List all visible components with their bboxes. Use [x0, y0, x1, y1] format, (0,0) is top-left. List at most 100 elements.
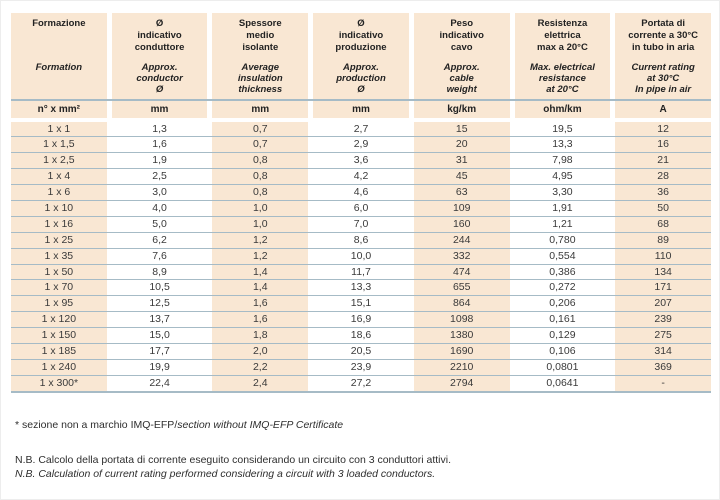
table-cell: 3,0 [111, 185, 208, 200]
table-cell: 655 [413, 280, 510, 296]
table-cell: 13,3 [313, 280, 409, 296]
footnote-asterisk-it: * sezione non a marchio IMQ-EFP/ [15, 419, 178, 431]
table-cell: 1 x 95 [11, 296, 107, 312]
table-cell: 45 [413, 169, 510, 185]
table-cell: 4,6 [313, 185, 409, 200]
header-label-it-line: indicativo [338, 30, 384, 41]
header-label-en-line: Current rating [631, 62, 695, 73]
table-cell: 1,2 [212, 248, 309, 264]
table-cell: 19,5 [514, 121, 611, 137]
table-cell: 16 [615, 137, 711, 153]
header-cell: Resistenza elettrica max a 20°C Max. electr… [514, 13, 611, 99]
table-cell: 2,5 [111, 169, 208, 185]
table-cell: 1 x 50 [11, 264, 107, 280]
table-row: 1 x 1,5 1,6 0,7 2,9 20 13,3 16 [11, 137, 711, 154]
table-cell: 1,3 [111, 121, 208, 137]
table-cell: 3,6 [313, 153, 409, 169]
table-cell: 15,0 [111, 328, 208, 343]
header-cell: Formazione Formation [11, 13, 107, 99]
table-cell: 2,4 [212, 375, 309, 391]
table-row: 1 x 50 8,9 1,4 11,7 474 0,386 134 [11, 264, 711, 281]
table-cell: 1,4 [212, 264, 309, 280]
header-label-it-line: elettrica [544, 30, 581, 41]
header-label-en: Average insulation thickness [212, 62, 308, 95]
table-cell: 89 [615, 232, 711, 248]
unit-cell: n° x mm² [11, 100, 107, 118]
footnote-nb: N.B. Calcolo della portata di corrente e… [15, 453, 451, 481]
table-cell: 1,8 [212, 328, 309, 343]
header-cell: Peso indicativo cavo Approx. cable weight [413, 13, 510, 99]
table-cell: 36 [615, 185, 711, 200]
unit-cell: ohm/km [514, 100, 611, 118]
header-label-it: Resistenza elettrica max a 20°C [515, 18, 611, 55]
table-row: 1 x 1 1,3 0,7 2,7 15 19,5 12 [11, 121, 711, 138]
table-cell: 5,0 [111, 216, 208, 232]
table-cell: 1,9 [111, 153, 208, 169]
header-label-en-line: Approx. [343, 62, 379, 73]
header-label-it-line: medio [246, 30, 275, 41]
table-row: 1 x 120 13,7 1,6 16,9 1098 0,161 239 [11, 312, 711, 329]
header-label-en-line: conductor [136, 73, 183, 84]
table-cell: 1 x 185 [11, 343, 107, 359]
table-cell: 2,9 [313, 137, 409, 153]
table-cell: 1,21 [514, 216, 611, 232]
table-cell: 6,2 [111, 232, 208, 248]
table-cell: 8,9 [111, 264, 208, 280]
table-cell: 0,129 [514, 328, 611, 343]
table-cell: 7,98 [514, 153, 611, 169]
table-cell: 369 [615, 359, 711, 375]
header-label-it-line: Peso [450, 18, 474, 29]
table-cell: 11,7 [313, 264, 409, 280]
table-cell: 275 [615, 328, 711, 343]
table-cell: 50 [615, 200, 711, 216]
table-cell: 1,6 [111, 137, 208, 153]
table-cell: 1,6 [212, 312, 309, 328]
table-cell: 0,780 [514, 232, 611, 248]
header-label-it: Peso indicativo cavo [414, 18, 510, 55]
header-cell: Spessore medio isolante Average insulation th… [212, 13, 309, 99]
table-cell: 16,9 [313, 312, 409, 328]
table-cell: 0,0801 [514, 359, 611, 375]
table-cell: 2210 [413, 359, 510, 375]
table-cell: - [615, 375, 711, 391]
header-label-it-line: indicativo [137, 30, 182, 41]
table-cell: 2,2 [212, 359, 309, 375]
footnote-nb-it: N.B. Calcolo della portata di corrente e… [15, 454, 451, 466]
table-row: 1 x 240 19,9 2,2 23,9 2210 0,0801 369 [11, 359, 711, 376]
table-row: 1 x 6 3,0 0,8 4,6 63 3,30 36 [11, 185, 711, 201]
header-label-it-line: Portata di [641, 18, 686, 29]
header-label-it-line: max a 20°C [537, 42, 588, 53]
table-cell: 1 x 4 [11, 169, 107, 185]
table-cell: 864 [413, 296, 510, 312]
table-cell: 1 x 70 [11, 280, 107, 296]
header-label-en-line: Approx. [443, 62, 480, 73]
table-cell: 0,0641 [514, 375, 611, 391]
table-cell: 3,30 [514, 185, 611, 200]
header-label-en-line: Formation [35, 62, 83, 73]
table-row: 1 x 150 15,0 1,8 18,6 1380 0,129 275 [11, 328, 711, 344]
table-cell: 1 x 2,5 [11, 153, 107, 169]
table-cell: 1 x 25 [11, 232, 107, 248]
table-cell: 0,8 [212, 153, 309, 169]
table-cell: 31 [413, 153, 510, 169]
table-row: 1 x 2,5 1,9 0,8 3,6 31 7,98 21 [11, 153, 711, 170]
header-label-it-line: Ø [357, 18, 365, 29]
table-row: 1 x 4 2,5 0,8 4,2 45 4,95 28 [11, 169, 711, 186]
table-row: 1 x 185 17,7 2,0 20,5 1690 0,106 314 [11, 343, 711, 360]
unit-cell: kg/km [413, 100, 510, 118]
table-cell: 1,0 [212, 200, 309, 216]
table-cell: 4,95 [514, 169, 611, 185]
table-cell: 20,5 [313, 343, 409, 359]
table-row: 1 x 300* 22,4 2,4 27,2 2794 0,0641- [11, 375, 711, 393]
table-cell: 19,9 [111, 359, 208, 375]
header-label-en-line: Max. electrical [529, 62, 595, 73]
table-row: 1 x 95 12,5 1,6 15,1 864 0,206 207 [11, 296, 711, 313]
table-cell: 2,7 [313, 121, 409, 137]
header-label-it: Portata di corrente a 30°C in tubo in aria [615, 18, 711, 55]
table-cell: 0,8 [212, 185, 309, 200]
